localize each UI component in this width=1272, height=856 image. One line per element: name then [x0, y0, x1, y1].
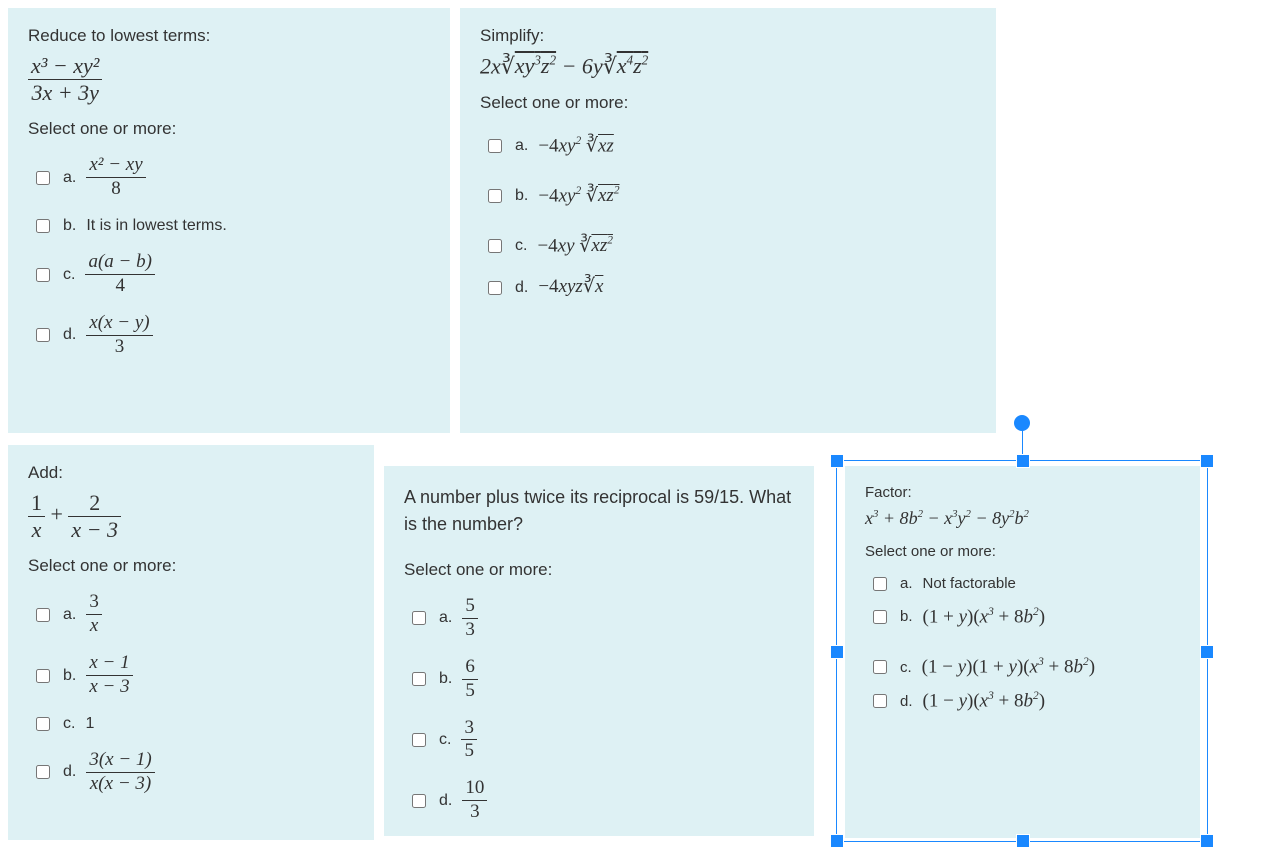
question-reduce: Reduce to lowest terms: x³ − xy² 3x + 3y…	[8, 8, 450, 433]
checkbox[interactable]	[36, 268, 50, 282]
question-simplify: Simplify: 2x∛xy3z2 − 6y∛x4z2 Select one …	[460, 8, 996, 433]
q4-option-b[interactable]: b. 65	[408, 649, 794, 710]
q3-option-c[interactable]: c. 1	[32, 706, 354, 742]
q4-option-d[interactable]: d. 103	[408, 770, 794, 831]
checkbox[interactable]	[412, 672, 426, 686]
checkbox[interactable]	[873, 610, 887, 624]
q2-select-label: Select one or more:	[480, 93, 976, 113]
q1-option-a[interactable]: a. x² − xy8	[32, 147, 430, 208]
q3-option-d[interactable]: d. 3(x − 1)x(x − 3)	[32, 742, 354, 803]
checkbox[interactable]	[488, 189, 502, 203]
q5-option-c[interactable]: c. (1 − y)(1 + y)(x3 + 8b2)	[869, 634, 1180, 684]
q2-option-d[interactable]: d. −4xyz∛x	[484, 271, 976, 304]
q5-select-label: Select one or more:	[865, 543, 1180, 560]
resize-handle-mr[interactable]	[1200, 645, 1214, 659]
q1-select-label: Select one or more:	[28, 119, 430, 139]
resize-handle-ml[interactable]	[830, 645, 844, 659]
q2-option-b[interactable]: b. −4xy2 ∛xz2	[484, 171, 976, 221]
rotate-handle-line	[1022, 429, 1023, 455]
checkbox[interactable]	[36, 765, 50, 779]
q3-options: a. 3x b. x − 1x − 3 c. 1 d. 3(x − 1)x(x …	[32, 584, 354, 802]
rotate-handle-icon[interactable]	[1014, 415, 1030, 431]
q5-option-a[interactable]: a. Not factorable	[869, 568, 1180, 600]
checkbox[interactable]	[488, 139, 502, 153]
q2-option-a[interactable]: a. −4xy2 ∛xz	[484, 121, 976, 171]
checkbox[interactable]	[488, 239, 502, 253]
checkbox[interactable]	[36, 328, 50, 342]
q1-prompt: Reduce to lowest terms:	[28, 26, 430, 46]
question-add: Add: 1x + 2x − 3 Select one or more: a. …	[8, 445, 374, 840]
q4-option-a[interactable]: a. 53	[408, 588, 794, 649]
checkbox[interactable]	[412, 794, 426, 808]
q3-option-b[interactable]: b. x − 1x − 3	[32, 645, 354, 706]
checkbox[interactable]	[412, 611, 426, 625]
q5-prompt: Factor:	[865, 484, 1180, 501]
q3-prompt: Add:	[28, 463, 354, 483]
q1-option-c[interactable]: c. a(a − b)4	[32, 244, 430, 305]
q5-options: a. Not factorable b. (1 + y)(x3 + 8b2) c…	[869, 568, 1180, 719]
q3-expression: 1x + 2x − 3	[28, 491, 354, 542]
checkbox[interactable]	[488, 281, 502, 295]
q1-options: a. x² − xy8 b. It is in lowest terms. c.…	[32, 147, 430, 365]
q4-select-label: Select one or more:	[404, 560, 794, 580]
page: Reduce to lowest terms: x³ − xy² 3x + 3y…	[0, 0, 1272, 856]
q2-option-c[interactable]: c. −4xy ∛xz2	[484, 221, 976, 271]
question-number: A number plus twice its reciprocal is 59…	[384, 466, 814, 836]
checkbox[interactable]	[873, 660, 887, 674]
checkbox[interactable]	[873, 694, 887, 708]
q1-expression: x³ − xy² 3x + 3y	[28, 54, 430, 105]
q1-option-b[interactable]: b. It is in lowest terms.	[32, 208, 430, 244]
checkbox[interactable]	[412, 733, 426, 747]
checkbox[interactable]	[36, 717, 50, 731]
resize-handle-br[interactable]	[1200, 834, 1214, 848]
resize-handle-tl[interactable]	[830, 454, 844, 468]
q5-option-d[interactable]: d. (1 − y)(x3 + 8b2)	[869, 684, 1180, 718]
checkbox[interactable]	[36, 219, 50, 233]
question-factor: Factor: x3 + 8b2 − x3y2 − 8y2b2 Select o…	[845, 466, 1200, 838]
q4-prompt: A number plus twice its reciprocal is 59…	[404, 484, 794, 538]
q5-option-b[interactable]: b. (1 + y)(x3 + 8b2)	[869, 600, 1180, 634]
q5-expression: x3 + 8b2 − x3y2 − 8y2b2	[865, 509, 1180, 529]
q2-expression: 2x∛xy3z2 − 6y∛x4z2	[480, 54, 976, 79]
q4-option-c[interactable]: c. 35	[408, 710, 794, 771]
q3-option-a[interactable]: a. 3x	[32, 584, 354, 645]
q2-prompt: Simplify:	[480, 26, 976, 46]
checkbox[interactable]	[36, 669, 50, 683]
checkbox[interactable]	[36, 171, 50, 185]
resize-handle-tr[interactable]	[1200, 454, 1214, 468]
checkbox[interactable]	[873, 577, 887, 591]
q1-option-d[interactable]: d. x(x − y)3	[32, 305, 430, 366]
q2-options: a. −4xy2 ∛xz b. −4xy2 ∛xz2 c. −4xy ∛xz2 …	[484, 121, 976, 305]
q4-options: a. 53 b. 65 c. 35 d. 103	[408, 588, 794, 831]
checkbox[interactable]	[36, 608, 50, 622]
q3-select-label: Select one or more:	[28, 556, 354, 576]
resize-handle-bl[interactable]	[830, 834, 844, 848]
